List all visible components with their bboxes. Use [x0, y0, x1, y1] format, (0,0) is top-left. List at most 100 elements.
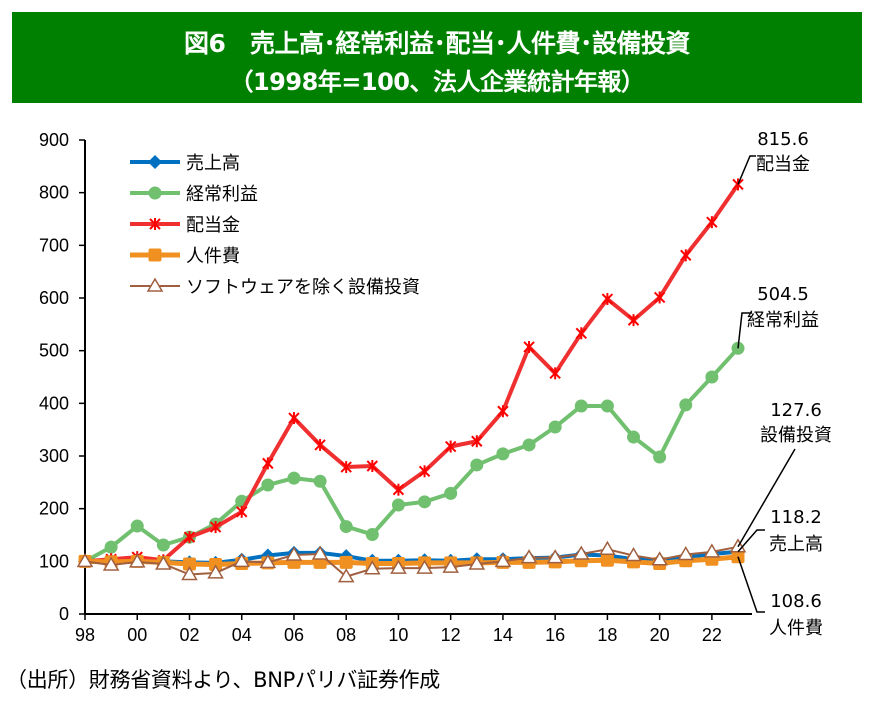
data-point	[285, 546, 303, 561]
data-point	[600, 399, 614, 413]
data-point	[522, 438, 536, 452]
x-tick-label: 20	[650, 625, 670, 645]
annotation-value: 815.6	[757, 129, 809, 150]
x-tick-label: 00	[127, 625, 147, 645]
annotation-leader	[737, 312, 752, 349]
annotation-value: 118.2	[770, 507, 822, 528]
axes: 0 100 200 300 400 500 600 700 800 900 98 00 02 04 06 08…	[39, 130, 752, 645]
series-layer	[76, 178, 747, 583]
data-point	[287, 471, 301, 485]
data-point	[470, 458, 484, 472]
y-tick-label: 800	[39, 183, 69, 203]
annotation: 504.5 経常利益	[737, 284, 819, 349]
data-point	[679, 398, 693, 412]
data-point	[418, 465, 431, 478]
data-point	[599, 540, 616, 555]
data-point	[156, 538, 170, 552]
x-tick-label: 18	[597, 625, 617, 645]
data-point	[236, 505, 248, 518]
data-point	[600, 553, 614, 567]
data-point	[418, 495, 432, 509]
data-point	[572, 545, 590, 560]
annotation: 127.6 設備投資	[737, 400, 832, 548]
data-point	[262, 457, 274, 470]
data-point	[155, 555, 172, 570]
data-point	[181, 566, 198, 581]
annotation-leader	[737, 529, 765, 553]
x-tick-label: 10	[388, 625, 408, 645]
data-point	[102, 556, 120, 571]
data-point	[128, 553, 146, 568]
data-point	[130, 519, 144, 533]
legend-item: ソフトウェアを除く設備投資	[130, 277, 420, 298]
data-point	[520, 549, 538, 564]
data-point	[314, 438, 326, 451]
data-point	[444, 486, 458, 500]
data-point	[391, 498, 405, 512]
annotation-value: 127.6	[770, 400, 822, 421]
data-point	[680, 249, 692, 262]
data-point	[366, 460, 379, 473]
data-point	[76, 552, 94, 568]
data-point	[365, 527, 379, 541]
legend-marker	[148, 186, 162, 200]
x-tick-label: 08	[336, 625, 356, 645]
data-point	[444, 440, 457, 453]
data-point	[390, 559, 407, 574]
data-point	[340, 461, 352, 474]
legend-item: 配当金	[130, 215, 240, 236]
annotation-label: 売上高	[769, 534, 823, 555]
data-point	[549, 367, 561, 380]
x-tick-label: 14	[493, 625, 513, 645]
data-point	[104, 540, 118, 554]
data-point	[731, 550, 745, 564]
y-tick-label: 300	[39, 446, 69, 466]
data-point	[339, 555, 353, 569]
legend-marker	[146, 277, 164, 292]
data-point	[339, 520, 353, 534]
annotation: 815.6 配当金	[737, 129, 810, 185]
data-point	[337, 568, 355, 583]
data-point	[574, 399, 588, 413]
x-tick-label: 98	[75, 625, 95, 645]
data-point	[548, 420, 562, 434]
annotation-label: 経常利益	[747, 310, 819, 331]
legend-item: 人件費	[130, 246, 240, 267]
data-point	[494, 552, 512, 568]
annotations: 815.6 配当金 504.5 経常利益 127.6 設備投資 118.2 売上高 108.6 人…	[737, 129, 832, 639]
legend-item: 経常利益	[130, 184, 258, 205]
data-point	[313, 474, 327, 488]
data-point	[703, 543, 721, 558]
data-point	[261, 478, 275, 492]
data-point	[416, 559, 433, 574]
legend-item: 売上高	[130, 153, 240, 174]
data-point	[496, 447, 510, 461]
chart-subtitle: （1998年=100、法人企業統計年報）	[229, 68, 645, 96]
data-point	[311, 545, 329, 560]
y-tick-label: 500	[39, 341, 69, 361]
series-4	[76, 538, 747, 583]
data-point	[601, 293, 614, 306]
x-tick-label: 12	[441, 625, 461, 645]
annotation-label: 人件費	[769, 618, 823, 639]
x-tick-label: 04	[232, 625, 252, 645]
x-tick-label: 02	[179, 625, 199, 645]
legend-label: 人件費	[186, 246, 240, 267]
data-point	[625, 547, 642, 562]
data-point	[627, 314, 640, 327]
y-tick-label: 100	[39, 551, 69, 571]
legend-marker	[148, 248, 162, 262]
x-tick-label: 16	[545, 625, 565, 645]
data-point	[653, 450, 667, 464]
y-tick-label: 700	[39, 235, 69, 255]
data-point	[183, 531, 196, 544]
data-point	[651, 551, 668, 566]
data-point	[392, 483, 405, 496]
data-point	[575, 327, 587, 340]
source-note: （出所）財務省資料より、BNPパリバ証券作成	[6, 668, 440, 692]
data-point	[233, 552, 251, 568]
data-point	[209, 521, 222, 534]
data-point	[442, 558, 459, 573]
x-tick-label: 06	[284, 625, 304, 645]
y-tick-label: 600	[39, 288, 69, 308]
